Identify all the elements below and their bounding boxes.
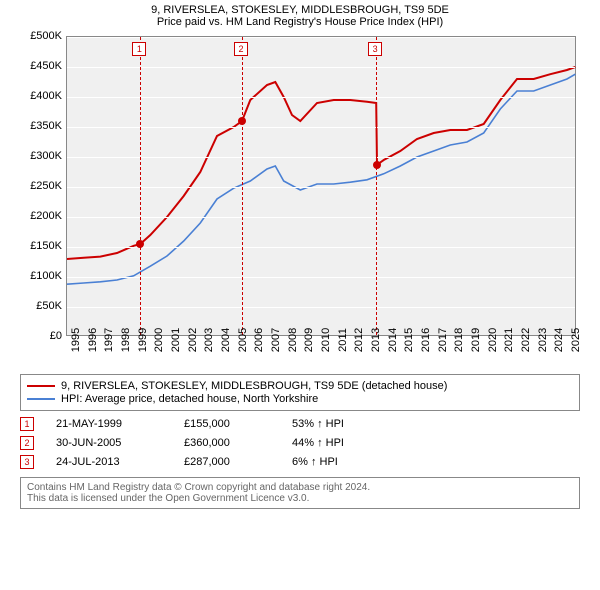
x-axis-label: 2019	[470, 328, 482, 352]
footer-line2: This data is licensed under the Open Gov…	[27, 493, 573, 504]
x-axis-label: 2001	[170, 328, 182, 352]
x-axis-label: 2023	[537, 328, 549, 352]
y-axis-label: £200K	[20, 210, 62, 222]
y-axis-label: £350K	[20, 120, 62, 132]
transaction-row: 1 21-MAY-1999 £155,000 53% ↑ HPI	[20, 417, 580, 431]
transaction-marker-box: 1	[132, 42, 146, 56]
x-axis-label: 2010	[320, 328, 332, 352]
transaction-number-box: 3	[20, 455, 34, 469]
transaction-row: 3 24-JUL-2013 £287,000 6% ↑ HPI	[20, 455, 580, 469]
transaction-price: £287,000	[184, 456, 274, 468]
transaction-marker-box: 2	[234, 42, 248, 56]
legend-item: HPI: Average price, detached house, Nort…	[27, 393, 573, 405]
y-axis-label: £0	[20, 330, 62, 342]
series-line-hpi	[67, 74, 575, 284]
x-axis-label: 2017	[437, 328, 449, 352]
transaction-price: £360,000	[184, 437, 274, 449]
x-axis-label: 1998	[120, 328, 132, 352]
y-axis-label: £150K	[20, 240, 62, 252]
transaction-point	[373, 161, 381, 169]
x-axis-label: 2008	[287, 328, 299, 352]
transaction-pct: 53% ↑ HPI	[292, 418, 392, 430]
legend-swatch	[27, 398, 55, 400]
x-axis-label: 2004	[220, 328, 232, 352]
title-line1: 9, RIVERSLEA, STOKESLEY, MIDDLESBROUGH, …	[8, 4, 592, 16]
y-axis-label: £500K	[20, 30, 62, 42]
chart-title: 9, RIVERSLEA, STOKESLEY, MIDDLESBROUGH, …	[8, 4, 592, 28]
gridline	[67, 217, 575, 218]
transaction-pct: 44% ↑ HPI	[292, 437, 392, 449]
transaction-vline	[140, 37, 141, 335]
transaction-number-box: 1	[20, 417, 34, 431]
transaction-date: 30-JUN-2005	[56, 437, 166, 449]
gridline	[67, 157, 575, 158]
transaction-pct: 6% ↑ HPI	[292, 456, 392, 468]
plot-region	[66, 36, 576, 336]
x-axis-label: 2013	[370, 328, 382, 352]
gridline	[67, 127, 575, 128]
series-line-price_paid	[67, 67, 575, 259]
y-axis-label: £250K	[20, 180, 62, 192]
y-axis-label: £100K	[20, 270, 62, 282]
transaction-marker-box: 3	[368, 42, 382, 56]
x-axis-label: 2016	[420, 328, 432, 352]
gridline	[67, 67, 575, 68]
x-axis-label: 2002	[187, 328, 199, 352]
x-axis-label: 2005	[237, 328, 249, 352]
footer-attribution: Contains HM Land Registry data © Crown c…	[20, 477, 580, 509]
gridline	[67, 37, 575, 38]
gridline	[67, 277, 575, 278]
legend-item: 9, RIVERSLEA, STOKESLEY, MIDDLESBROUGH, …	[27, 380, 573, 392]
x-axis-label: 2025	[570, 328, 582, 352]
x-axis-label: 2011	[337, 328, 349, 352]
x-axis-label: 2024	[553, 328, 565, 352]
x-axis-label: 2000	[153, 328, 165, 352]
x-axis-label: 2022	[520, 328, 532, 352]
x-axis-label: 2003	[203, 328, 215, 352]
transaction-vline	[242, 37, 243, 335]
legend-label: HPI: Average price, detached house, Nort…	[61, 393, 318, 405]
x-axis-label: 2006	[253, 328, 265, 352]
footer-line1: Contains HM Land Registry data © Crown c…	[27, 482, 573, 493]
x-axis-label: 1999	[137, 328, 149, 352]
x-axis-label: 2020	[487, 328, 499, 352]
x-axis-label: 2007	[270, 328, 282, 352]
transaction-vline	[376, 37, 377, 335]
y-axis-label: £400K	[20, 90, 62, 102]
transaction-row: 2 30-JUN-2005 £360,000 44% ↑ HPI	[20, 436, 580, 450]
x-axis-label: 2014	[387, 328, 399, 352]
y-axis-label: £450K	[20, 60, 62, 72]
transaction-number-box: 2	[20, 436, 34, 450]
gridline	[67, 187, 575, 188]
title-line2: Price paid vs. HM Land Registry's House …	[8, 16, 592, 28]
transaction-point	[238, 117, 246, 125]
x-axis-label: 2021	[503, 328, 515, 352]
y-axis-label: £50K	[20, 300, 62, 312]
legend-label: 9, RIVERSLEA, STOKESLEY, MIDDLESBROUGH, …	[61, 380, 447, 392]
x-axis-label: 1995	[70, 328, 82, 352]
transaction-date: 24-JUL-2013	[56, 456, 166, 468]
x-axis-label: 2009	[303, 328, 315, 352]
legend: 9, RIVERSLEA, STOKESLEY, MIDDLESBROUGH, …	[20, 374, 580, 411]
transactions-table: 1 21-MAY-1999 £155,000 53% ↑ HPI 2 30-JUN-200…	[20, 417, 580, 469]
x-axis-label: 2018	[453, 328, 465, 352]
y-axis-label: £300K	[20, 150, 62, 162]
gridline	[67, 307, 575, 308]
gridline	[67, 97, 575, 98]
transaction-price: £155,000	[184, 418, 274, 430]
transaction-date: 21-MAY-1999	[56, 418, 166, 430]
gridline	[67, 247, 575, 248]
legend-swatch	[27, 385, 55, 387]
chart-area: £0 £50K £100K £150K £200K £250K £300K £350K £400…	[20, 32, 580, 372]
x-axis-label: 2012	[353, 328, 365, 352]
x-axis-label: 1996	[87, 328, 99, 352]
x-axis-label: 2015	[403, 328, 415, 352]
x-axis-label: 1997	[103, 328, 115, 352]
